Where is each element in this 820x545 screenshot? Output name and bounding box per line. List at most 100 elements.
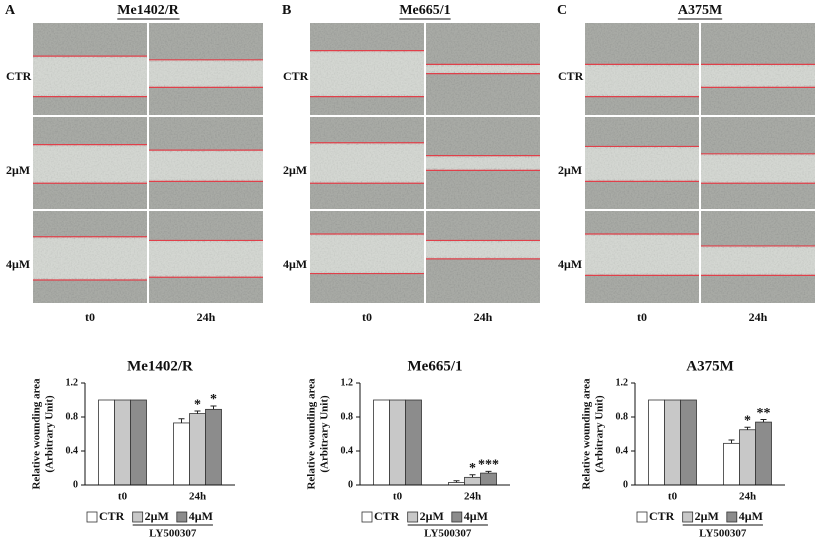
x-tick-label: 24h — [189, 491, 206, 503]
error-bar — [178, 418, 185, 423]
legend-label: 4μM — [464, 509, 488, 523]
row-label: 2μM — [558, 163, 582, 177]
legend-swatch — [86, 511, 98, 523]
legend-label: 2μM — [145, 509, 169, 523]
x-tick-label: 24h — [739, 491, 756, 503]
legend-label: CTR — [374, 509, 400, 523]
bar — [98, 399, 115, 486]
wound-clear — [149, 61, 263, 86]
y-tick-label: 0.4 — [616, 445, 629, 456]
y-axis-label: Relative wounding area — [306, 378, 318, 490]
column-label: 24h — [749, 310, 768, 324]
wound-clear — [426, 242, 540, 257]
bar — [205, 408, 222, 486]
y-tick-label: 0 — [623, 479, 628, 490]
significance: ** — [757, 406, 771, 421]
legend-swatch — [451, 511, 463, 523]
bar — [389, 399, 406, 486]
column-label: 24h — [197, 310, 216, 324]
wound-clear — [149, 152, 263, 180]
y-tick-label: 0.8 — [66, 411, 79, 422]
y-tick-label: 0.4 — [341, 445, 354, 456]
error-bar — [210, 405, 217, 410]
significance: * — [210, 392, 217, 407]
row-label: CTR — [6, 69, 32, 83]
column-label: t0 — [637, 310, 647, 324]
legend-label: CTR — [99, 509, 125, 523]
bar — [173, 422, 190, 486]
x-tick-label: t0 — [393, 491, 403, 503]
wound-clear — [426, 157, 540, 169]
wound-clear — [310, 144, 424, 182]
bar — [464, 476, 481, 486]
row-label: CTR — [558, 69, 584, 83]
legend-label: 4μM — [189, 509, 213, 523]
error-bar — [469, 474, 476, 478]
row-label: 4μM — [558, 257, 582, 271]
chart-title: A375M — [686, 358, 734, 374]
y-axis-label: (Arbitrary Unit) — [594, 395, 606, 473]
wound-clear — [310, 236, 424, 272]
bar — [480, 472, 497, 486]
row-label: 2μM — [6, 163, 30, 177]
y-axis-label: (Arbitrary Unit) — [44, 395, 56, 473]
bar — [723, 442, 740, 486]
legend-label: 2μM — [420, 509, 444, 523]
column-label: t0 — [85, 310, 95, 324]
error-bar — [453, 480, 460, 483]
y-tick-label: 0 — [73, 479, 78, 490]
y-axis-label: Relative wounding area — [31, 378, 43, 490]
row-label: 4μM — [283, 257, 307, 271]
chart-title: Me665/1 — [408, 358, 463, 374]
significance: * — [469, 461, 476, 476]
bar — [648, 399, 665, 486]
error-bar — [728, 439, 735, 444]
row-label: CTR — [283, 69, 309, 83]
panel-letter: A — [5, 3, 16, 18]
panel-title: Me665/1 — [399, 3, 450, 18]
panel-title: A375M — [678, 3, 722, 18]
bar — [189, 413, 206, 486]
panel-letter: B — [282, 3, 291, 18]
x-axis-label: LY500307 — [424, 528, 472, 540]
significance: * — [744, 413, 751, 428]
error-bar — [194, 410, 201, 414]
legend-label: CTR — [649, 509, 675, 523]
legend-swatch — [132, 511, 144, 523]
chart-title: Me1402/R — [127, 358, 193, 374]
panel-title: Me1402/R — [117, 3, 179, 18]
wound-clear — [310, 52, 424, 95]
bar — [405, 399, 422, 486]
y-tick-label: 0.8 — [341, 411, 354, 422]
error-bar — [760, 419, 767, 423]
bar — [130, 399, 147, 486]
bar — [755, 421, 772, 486]
x-tick-label: t0 — [668, 491, 678, 503]
wound-clear — [701, 155, 815, 182]
y-tick-label: 1.2 — [66, 377, 79, 388]
row-label: 4μM — [6, 257, 30, 271]
legend-swatch — [361, 511, 373, 523]
bar — [739, 429, 756, 486]
column-label: 24h — [474, 310, 493, 324]
row-label: 2μM — [283, 163, 307, 177]
legend-swatch — [726, 511, 738, 523]
legend-label: 4μM — [739, 509, 763, 523]
error-bar — [485, 470, 492, 474]
wound-clear — [33, 58, 147, 95]
x-tick-label: t0 — [118, 491, 128, 503]
wound-clear — [426, 66, 540, 72]
cell-texture — [426, 211, 540, 303]
legend-label: 2μM — [695, 509, 719, 523]
x-axis-label: LY500307 — [149, 528, 197, 540]
y-tick-label: 1.2 — [616, 377, 629, 388]
bar — [680, 399, 697, 486]
wound-clear — [149, 242, 263, 276]
legend-swatch — [636, 511, 648, 523]
bar — [664, 399, 681, 486]
y-axis-label: (Arbitrary Unit) — [319, 395, 331, 473]
wound-clear — [701, 66, 815, 86]
y-tick-label: 0.8 — [616, 411, 629, 422]
wound-clear — [701, 247, 815, 274]
